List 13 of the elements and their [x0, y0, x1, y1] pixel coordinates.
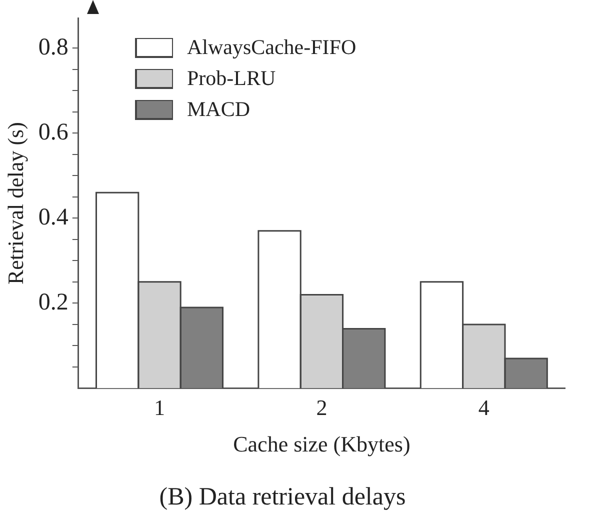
x-tick-label: 2: [316, 395, 328, 420]
y-tick-label: 0.8: [38, 34, 68, 60]
x-axis-title: Cache size (Kbytes): [233, 432, 410, 457]
legend-label: Prob-LRU: [187, 66, 276, 91]
y-tick-label: 0.6: [38, 119, 68, 146]
legend-label: MACD: [187, 97, 250, 122]
x-tick-label: 1: [154, 395, 165, 420]
legend-label: AlwaysCache-FIFO: [187, 35, 356, 60]
y-tick-label: 0.2: [38, 289, 68, 316]
text: (B) Data retrieval delays: [159, 484, 406, 511]
y-axis-title: Retrieval delay (s): [2, 122, 28, 285]
y-tick-label: 0.4: [38, 204, 68, 230]
x-tick-label: 4: [478, 395, 490, 420]
